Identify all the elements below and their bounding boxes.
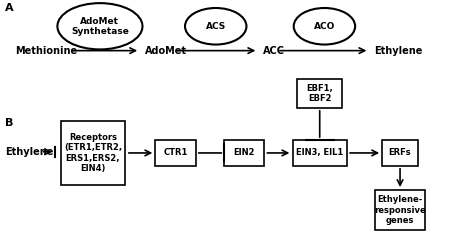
Text: CTR1: CTR1 — [164, 148, 188, 158]
Ellipse shape — [185, 8, 246, 45]
Text: AdoMet
Synthetase: AdoMet Synthetase — [71, 17, 129, 36]
FancyBboxPatch shape — [292, 140, 347, 166]
Ellipse shape — [57, 3, 143, 49]
FancyBboxPatch shape — [61, 121, 125, 185]
FancyBboxPatch shape — [155, 140, 196, 166]
Text: ACS: ACS — [206, 22, 226, 31]
Text: ERFs: ERFs — [389, 148, 411, 158]
Ellipse shape — [294, 8, 355, 45]
Text: A: A — [5, 3, 14, 13]
Text: Ethylene-
responsive
genes: Ethylene- responsive genes — [374, 195, 426, 225]
Text: Receptors
(ETR1,ETR2,
ERS1,ERS2,
EIN4): Receptors (ETR1,ETR2, ERS1,ERS2, EIN4) — [64, 133, 122, 173]
Text: B: B — [5, 118, 14, 128]
Text: ACO: ACO — [314, 22, 335, 31]
Text: Methionine: Methionine — [15, 46, 77, 56]
FancyBboxPatch shape — [297, 79, 342, 108]
Text: Ethylene: Ethylene — [5, 147, 54, 157]
Text: AdoMet: AdoMet — [145, 46, 187, 56]
Text: EIN2: EIN2 — [233, 148, 255, 158]
FancyBboxPatch shape — [383, 140, 418, 166]
Text: EIN3, EIL1: EIN3, EIL1 — [296, 148, 343, 158]
Text: ACC: ACC — [263, 46, 285, 56]
FancyBboxPatch shape — [224, 140, 264, 166]
FancyBboxPatch shape — [375, 190, 425, 230]
Text: EBF1,
EBF2: EBF1, EBF2 — [306, 84, 333, 103]
Text: Ethylene: Ethylene — [374, 46, 422, 56]
